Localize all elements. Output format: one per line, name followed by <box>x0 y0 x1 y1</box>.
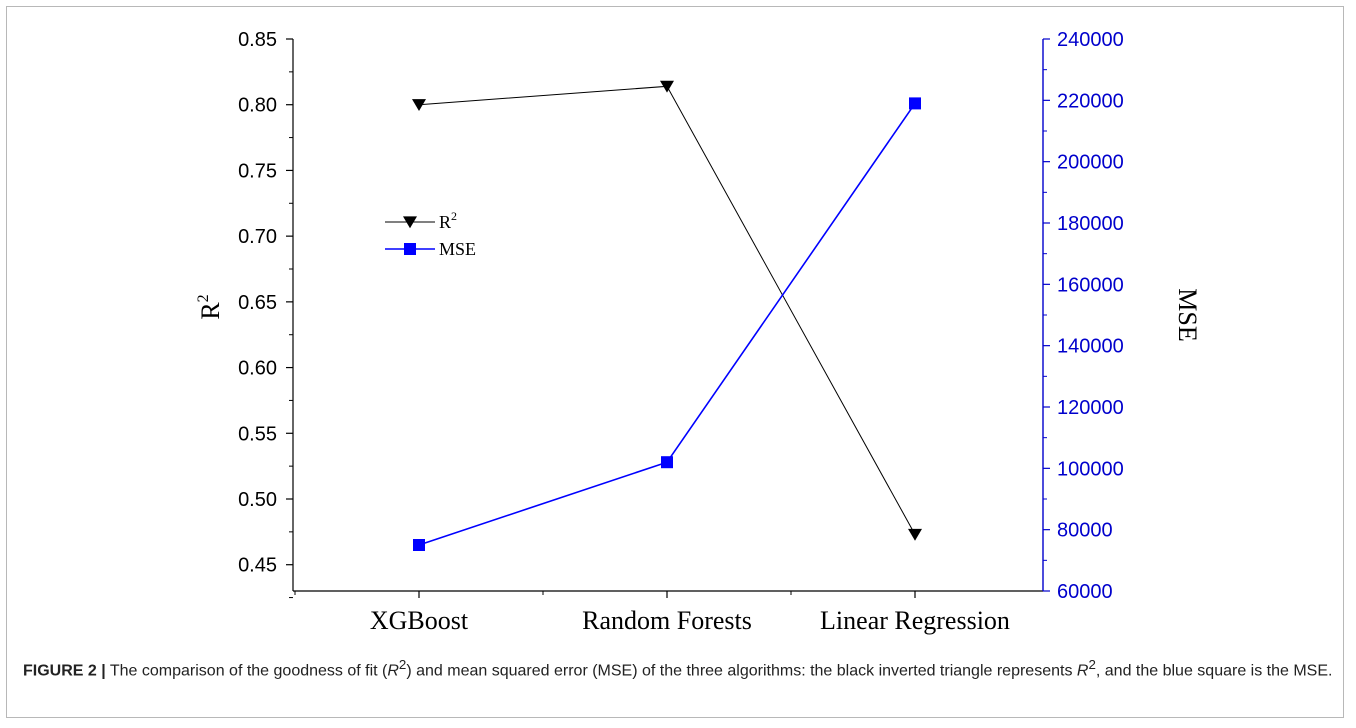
legend-r2-marker <box>403 216 417 229</box>
left-tick-label: 0.80 <box>238 95 277 117</box>
caption-r-symbol-2: R <box>1076 662 1089 680</box>
mse-point-0 <box>413 539 425 551</box>
caption-text-2: ) and mean squared error (MSE) of the th… <box>406 662 1077 680</box>
r2-point-2 <box>908 528 922 541</box>
left-tick-label: 0.70 <box>238 226 277 248</box>
figure-caption: FIGURE 2 | The comparison of the goodnes… <box>23 653 1333 683</box>
legend-mse-label: MSE <box>439 239 476 259</box>
left-tick-label: 0.50 <box>238 489 277 511</box>
right-tick-label: 140000 <box>1057 336 1124 358</box>
right-tick-label: 180000 <box>1057 213 1124 235</box>
right-tick-label: 120000 <box>1057 397 1124 419</box>
right-axis-title: MSE <box>1173 288 1202 341</box>
mse-point-2 <box>909 97 921 110</box>
legend-mse-marker <box>404 243 416 255</box>
axes-group: 0.45 0.50 0.55 0.60 0.65 0.70 0.75 0.80 0.85 6000… <box>195 29 1202 635</box>
left-tick-label: 0.60 <box>238 358 277 380</box>
left-tick-label: 0.45 <box>238 555 277 577</box>
left-axis-title: R2 <box>195 294 225 319</box>
right-tick-label: 200000 <box>1057 152 1124 174</box>
chart: 0.45 0.50 0.55 0.60 0.65 0.70 0.75 0.80 0.85 6000… <box>195 29 1202 635</box>
figure-frame: 0.45 0.50 0.55 0.60 0.65 0.70 0.75 0.80 0.85 6000… <box>6 6 1344 718</box>
left-tick-label: 0.85 <box>238 29 277 51</box>
right-tick-label: 160000 <box>1057 274 1124 296</box>
legend-r2-label: R2 <box>439 209 457 232</box>
caption-label: FIGURE 2 | <box>23 662 106 680</box>
caption-text-3: , and the blue square is the MSE. <box>1095 662 1333 680</box>
right-tick-label: 80000 <box>1057 520 1113 542</box>
series-mse-line <box>418 102 916 546</box>
mse-point-1 <box>661 456 673 469</box>
r2-point-1 <box>660 80 674 93</box>
right-tick-label: 240000 <box>1057 29 1124 51</box>
right-tick-label: 100000 <box>1057 458 1124 480</box>
right-tick-label: 60000 <box>1057 581 1113 603</box>
left-tick-label: 0.55 <box>238 423 277 445</box>
x-category-label: Linear Regression <box>820 606 1010 635</box>
series-group <box>412 80 922 551</box>
x-category-label: XGBoost <box>370 606 469 635</box>
r2-point-0 <box>412 99 426 112</box>
right-tick-label: 220000 <box>1057 90 1124 112</box>
caption-text-1: The comparison of the goodness of fit ( <box>105 662 388 680</box>
caption-r-symbol: R <box>387 662 399 680</box>
x-category-label: Random Forests <box>582 606 752 635</box>
left-tick-label: 0.75 <box>238 160 277 182</box>
caption-r-sup: 2 <box>398 657 407 672</box>
caption-r-sup-2: 2 <box>1088 657 1096 672</box>
left-tick-label: 0.65 <box>238 292 277 314</box>
legend: R2 MSE <box>385 209 476 259</box>
